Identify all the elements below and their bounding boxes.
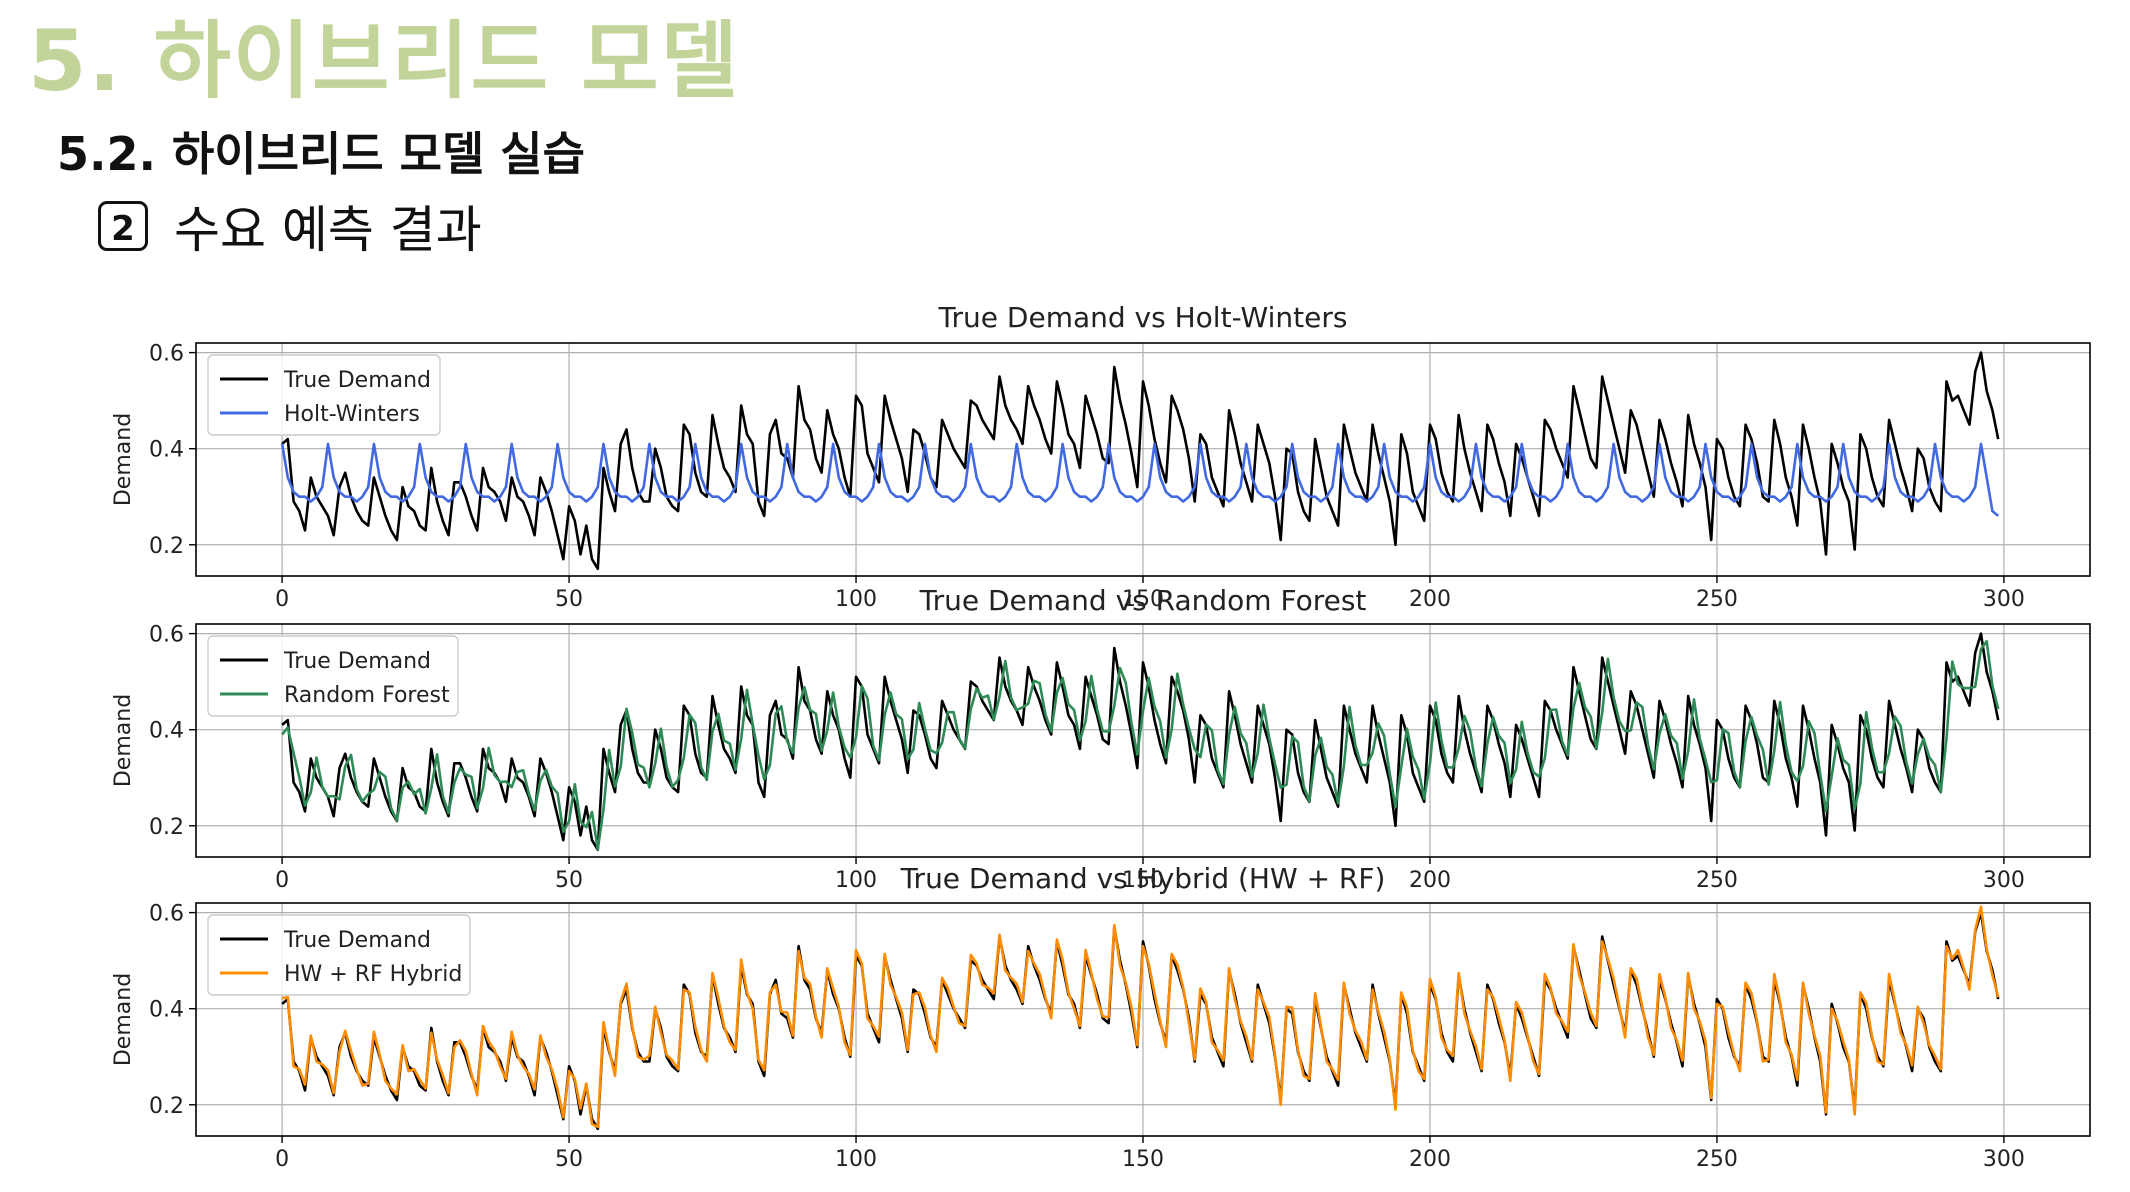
chart-panel-1: 0 50 100 150 200 250 300 0.2 0.4 0.6 True Demand v… (111, 301, 2091, 612)
y-tick-label: 0.4 (149, 438, 184, 463)
legend-box (207, 914, 471, 996)
series-line-hybrid (281, 905, 2000, 1129)
x-tick-label: 150 (1122, 587, 1164, 612)
x-tick-label: 300 (1983, 868, 2025, 893)
step-heading: 2 수요 예측 결과 (98, 190, 482, 262)
x-tick-label: 200 (1409, 587, 1451, 612)
x-tick-label: 250 (1696, 1147, 1738, 1172)
x-tick-label: 200 (1409, 1147, 1451, 1172)
y-axis-label: Demand (111, 694, 136, 787)
legend-label-holt_winters: Holt-Winters (284, 402, 420, 427)
legend-label-true_demand: True Demand (283, 368, 431, 393)
x-tick-label: 300 (1983, 1147, 2025, 1172)
series-line-true_demand (281, 351, 2000, 571)
chart-title: True Demand vs Holt-Winters (938, 301, 1348, 334)
chart-title: True Demand vs Hybrid (HW + RF) (900, 862, 1386, 895)
chart-panel-3: 0 50 100 150 200 250 300 0.2 0.4 0.6 True Demand v… (111, 862, 2091, 1172)
y-tick-label: 0.2 (149, 815, 184, 840)
x-tick-label: 100 (835, 1147, 877, 1172)
x-tick-label: 0 (275, 868, 289, 893)
x-tick-label: 250 (1696, 587, 1738, 612)
section-subtitle: 5.2. 하이브리드 모델 실습 (57, 127, 585, 181)
y-tick-label: 0.6 (149, 342, 184, 367)
x-tick-label: 50 (555, 587, 583, 612)
y-tick-label: 0.2 (149, 534, 184, 559)
y-axis-label: Demand (111, 973, 136, 1066)
y-axis-label: Demand (111, 413, 136, 506)
chart-title: True Demand vs Random Forest (919, 584, 1367, 617)
series-line-true_demand (281, 632, 2000, 852)
x-tick-label: 0 (275, 1147, 289, 1172)
chart-panel-2: 0 50 100 150 200 250 300 0.2 0.4 0.6 True Demand v… (111, 584, 2091, 893)
x-tick-label: 50 (555, 868, 583, 893)
x-tick-label: 300 (1983, 587, 2025, 612)
y-tick-label: 0.4 (149, 719, 184, 744)
x-tick-label: 200 (1409, 868, 1451, 893)
y-tick-label: 0.2 (149, 1094, 184, 1119)
legend-label-hybrid: HW + RF Hybrid (284, 962, 462, 987)
legend-label-true_demand: True Demand (283, 928, 431, 953)
x-tick-label: 150 (1122, 1147, 1164, 1172)
legend-box (207, 635, 459, 717)
series-line-random_forest (281, 640, 2000, 851)
x-tick-label: 0 (275, 587, 289, 612)
x-tick-label: 250 (1696, 868, 1738, 893)
legend-label-true_demand: True Demand (283, 649, 431, 674)
y-tick-label: 0.4 (149, 998, 184, 1023)
x-tick-label: 100 (835, 587, 877, 612)
legend-label-random_forest: Random Forest (284, 683, 450, 708)
y-tick-label: 0.6 (149, 623, 184, 648)
series-line-holt_winters (280, 442, 2000, 517)
step-title: 수요 예측 결과 (174, 201, 482, 259)
page-title: 5. 하이브리드 모델 (28, 12, 740, 110)
x-tick-label: 50 (555, 1147, 583, 1172)
legend-box (207, 354, 441, 436)
step-number-badge: 2 (98, 201, 148, 251)
x-tick-label: 100 (835, 868, 877, 893)
y-tick-label: 0.6 (149, 902, 184, 927)
series-line-true_demand (281, 911, 2000, 1131)
x-tick-label: 150 (1122, 868, 1164, 893)
